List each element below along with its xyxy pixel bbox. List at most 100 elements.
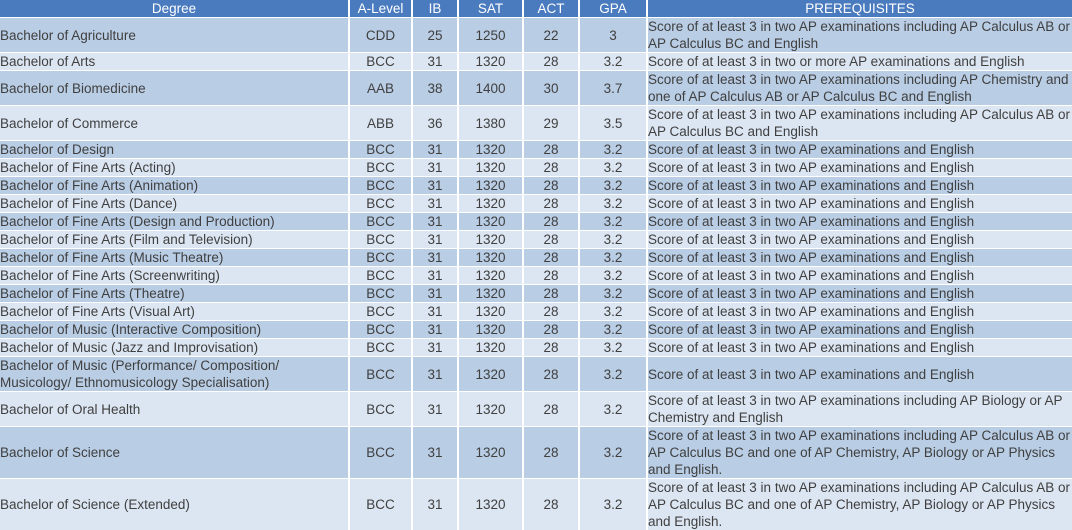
- cell-degree: Bachelor of Music (Interactive Compositi…: [0, 321, 349, 339]
- table-row: Bachelor of Fine Arts (Screenwriting) BC…: [0, 267, 1072, 285]
- cell-degree: Bachelor of Fine Arts (Dance): [0, 195, 349, 213]
- column-header-prerequisites: PREREQUISITES: [647, 0, 1072, 18]
- cell-ib: 31: [412, 339, 458, 357]
- cell-a-level: BCC: [349, 285, 412, 303]
- cell-sat: 1320: [458, 339, 523, 357]
- table-row: Bachelor of Fine Arts (Dance) BCC 31 132…: [0, 195, 1072, 213]
- cell-ib: 31: [412, 392, 458, 427]
- cell-gpa: 3.2: [579, 427, 647, 479]
- cell-prerequisites: Score of at least 3 in two AP examinatio…: [647, 159, 1072, 177]
- cell-gpa: 3.7: [579, 71, 647, 106]
- cell-sat: 1320: [458, 285, 523, 303]
- table-row: Bachelor of Fine Arts (Visual Art) BCC 3…: [0, 303, 1072, 321]
- cell-degree: Bachelor of Fine Arts (Animation): [0, 177, 349, 195]
- cell-gpa: 3.2: [579, 321, 647, 339]
- cell-a-level: BCC: [349, 231, 412, 249]
- cell-a-level: AAB: [349, 71, 412, 106]
- table-row: Bachelor of Music (Jazz and Improvisatio…: [0, 339, 1072, 357]
- column-header-sat: SAT: [458, 0, 523, 18]
- cell-sat: 1320: [458, 392, 523, 427]
- cell-ib: 31: [412, 177, 458, 195]
- cell-gpa: 3.2: [579, 339, 647, 357]
- table-row: Bachelor of Biomedicine AAB 38 1400 30 3…: [0, 71, 1072, 106]
- cell-sat: 1320: [458, 231, 523, 249]
- cell-act: 28: [523, 285, 579, 303]
- column-header-degree: Degree: [0, 0, 349, 18]
- cell-gpa: 3: [579, 18, 647, 53]
- cell-a-level: CDD: [349, 18, 412, 53]
- column-header-ib: IB: [412, 0, 458, 18]
- cell-act: 28: [523, 303, 579, 321]
- cell-a-level: BCC: [349, 339, 412, 357]
- cell-ib: 31: [412, 159, 458, 177]
- cell-gpa: 3.2: [579, 285, 647, 303]
- cell-sat: 1320: [458, 321, 523, 339]
- cell-ib: 25: [412, 18, 458, 53]
- cell-prerequisites: Score of at least 3 in two AP examinatio…: [647, 285, 1072, 303]
- cell-prerequisites: Score of at least 3 in two AP examinatio…: [647, 357, 1072, 392]
- cell-act: 30: [523, 71, 579, 106]
- cell-gpa: 3.2: [579, 267, 647, 285]
- cell-a-level: BCC: [349, 267, 412, 285]
- cell-a-level: BCC: [349, 392, 412, 427]
- cell-degree: Bachelor of Oral Health: [0, 392, 349, 427]
- cell-prerequisites: Score of at least 3 in two or more AP ex…: [647, 53, 1072, 71]
- column-header-gpa: GPA: [579, 0, 647, 18]
- cell-prerequisites: Score of at least 3 in two AP examinatio…: [647, 321, 1072, 339]
- cell-sat: 1320: [458, 303, 523, 321]
- cell-a-level: BCC: [349, 321, 412, 339]
- cell-prerequisites: Score of at least 3 in two AP examinatio…: [647, 427, 1072, 479]
- cell-ib: 31: [412, 231, 458, 249]
- cell-act: 28: [523, 339, 579, 357]
- cell-degree: Bachelor of Fine Arts (Screenwriting): [0, 267, 349, 285]
- cell-ib: 36: [412, 106, 458, 141]
- table-row: Bachelor of Fine Arts (Theatre) BCC 31 1…: [0, 285, 1072, 303]
- cell-sat: 1320: [458, 213, 523, 231]
- cell-prerequisites: Score of at least 3 in two AP examinatio…: [647, 303, 1072, 321]
- cell-a-level: BCC: [349, 427, 412, 479]
- cell-degree: Bachelor of Fine Arts (Acting): [0, 159, 349, 177]
- cell-prerequisites: Score of at least 3 in two AP examinatio…: [647, 249, 1072, 267]
- cell-gpa: 3.2: [579, 392, 647, 427]
- cell-gpa: 3.2: [579, 231, 647, 249]
- cell-ib: 31: [412, 249, 458, 267]
- column-header-act: ACT: [523, 0, 579, 18]
- table-row: Bachelor of Music (Performance/ Composit…: [0, 357, 1072, 392]
- cell-sat: 1320: [458, 267, 523, 285]
- cell-ib: 31: [412, 479, 458, 530]
- table-row: Bachelor of Agriculture CDD 25 1250 22 3…: [0, 18, 1072, 53]
- cell-ib: 31: [412, 141, 458, 159]
- cell-prerequisites: Score of at least 3 in two AP examinatio…: [647, 231, 1072, 249]
- column-header-a-level: A-Level: [349, 0, 412, 18]
- cell-a-level: BCC: [349, 177, 412, 195]
- table-row: Bachelor of Oral Health BCC 31 1320 28 3…: [0, 392, 1072, 427]
- cell-gpa: 3.2: [579, 249, 647, 267]
- cell-ib: 31: [412, 213, 458, 231]
- cell-gpa: 3.2: [579, 213, 647, 231]
- cell-ib: 31: [412, 357, 458, 392]
- cell-degree: Bachelor of Fine Arts (Visual Art): [0, 303, 349, 321]
- cell-act: 28: [523, 249, 579, 267]
- cell-prerequisites: Score of at least 3 in two AP examinatio…: [647, 479, 1072, 530]
- cell-sat: 1400: [458, 71, 523, 106]
- cell-act: 29: [523, 106, 579, 141]
- cell-act: 28: [523, 195, 579, 213]
- cell-gpa: 3.2: [579, 303, 647, 321]
- cell-act: 28: [523, 53, 579, 71]
- cell-sat: 1320: [458, 177, 523, 195]
- cell-act: 28: [523, 479, 579, 530]
- cell-degree: Bachelor of Commerce: [0, 106, 349, 141]
- header-row: Degree A-Level IB SAT ACT GPA PREREQUISI…: [0, 0, 1072, 18]
- cell-degree: Bachelor of Design: [0, 141, 349, 159]
- cell-act: 22: [523, 18, 579, 53]
- cell-gpa: 3.2: [579, 479, 647, 530]
- cell-degree: Bachelor of Fine Arts (Design and Produc…: [0, 213, 349, 231]
- cell-ib: 31: [412, 303, 458, 321]
- cell-gpa: 3.2: [579, 141, 647, 159]
- cell-prerequisites: Score of at least 3 in two AP examinatio…: [647, 195, 1072, 213]
- cell-act: 28: [523, 321, 579, 339]
- cell-prerequisites: Score of at least 3 in two AP examinatio…: [647, 267, 1072, 285]
- cell-sat: 1380: [458, 106, 523, 141]
- cell-degree: Bachelor of Fine Arts (Film and Televisi…: [0, 231, 349, 249]
- cell-act: 28: [523, 177, 579, 195]
